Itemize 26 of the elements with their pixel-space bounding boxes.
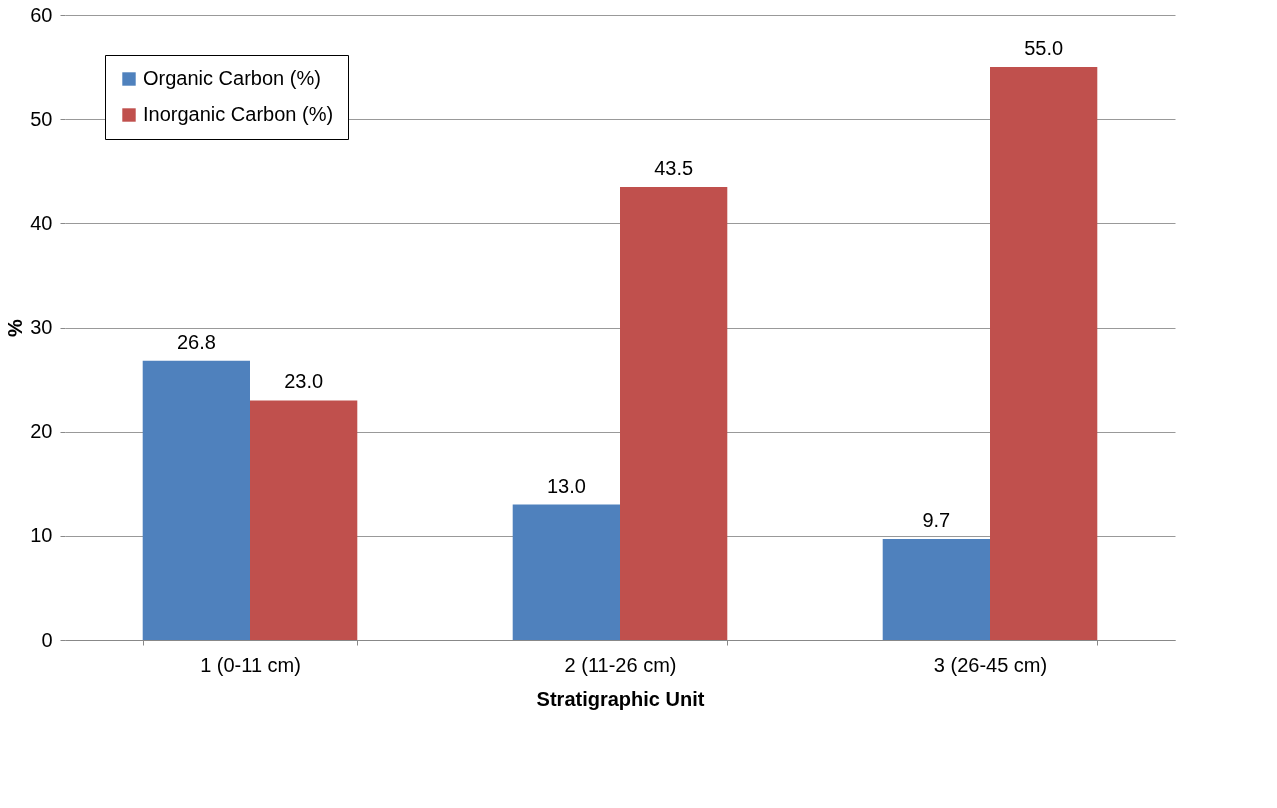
y-tick-label: 20	[30, 420, 53, 443]
y-tick-label: 0	[41, 628, 53, 651]
bar	[990, 67, 1098, 640]
bar	[142, 360, 250, 640]
y-tick-label: 30	[30, 316, 53, 338]
data-label: 9.7	[922, 508, 951, 531]
bar	[882, 538, 990, 640]
bar	[250, 400, 358, 640]
bar	[620, 186, 728, 640]
y-tick-label: 10	[30, 524, 53, 547]
x-tick-label: 3 (26-45 cm)	[933, 653, 1048, 676]
y-tick-label: 60	[30, 3, 53, 26]
x-tick-label: 2 (11-26 cm)	[564, 653, 677, 676]
x-axis-title: Stratigraphic Unit	[536, 687, 705, 710]
data-label: 26.8	[176, 330, 216, 353]
data-label: 13.0	[546, 474, 586, 497]
y-axis-title: %	[4, 318, 27, 337]
y-tick-label: 50	[30, 107, 53, 130]
legend-label: Organic Carbon (%)	[143, 67, 321, 89]
data-label: 23.0	[284, 370, 324, 393]
y-tick-label: 40	[30, 211, 53, 234]
x-tick-label: 1 (0-11 cm)	[200, 653, 301, 676]
bar	[512, 504, 620, 640]
data-label: 55.0	[1024, 37, 1064, 60]
legend-label: Inorganic Carbon (%)	[143, 103, 334, 125]
data-label: 43.5	[654, 156, 694, 179]
